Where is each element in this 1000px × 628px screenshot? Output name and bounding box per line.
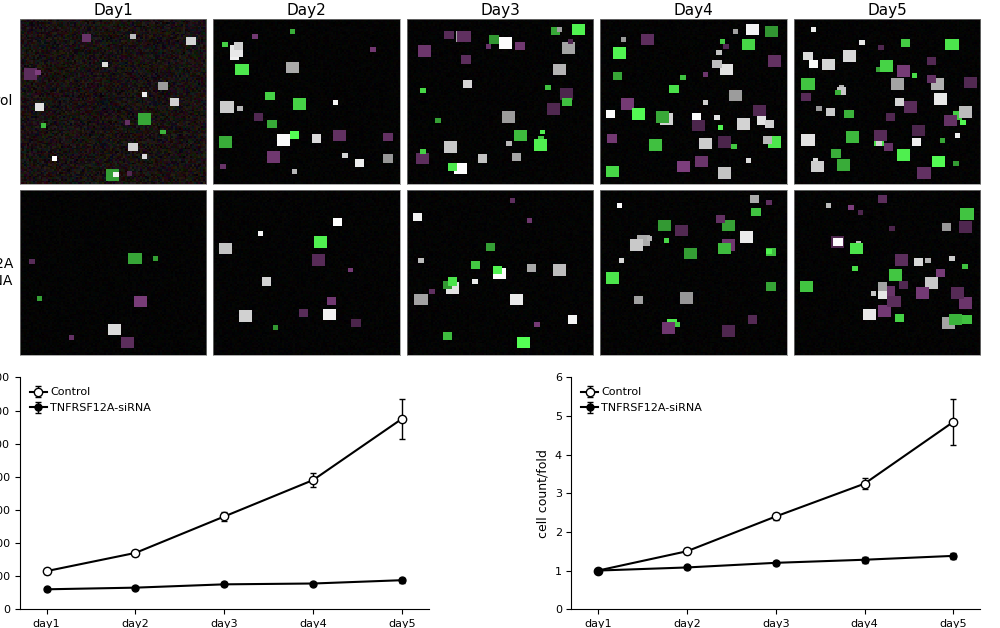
Title: Day2: Day2 [287, 3, 326, 18]
Title: Day5: Day5 [867, 3, 907, 18]
Legend: Control, TNFRSF12A-siRNA: Control, TNFRSF12A-siRNA [577, 383, 707, 418]
Title: Day3: Day3 [480, 3, 520, 18]
Y-axis label: Control: Control [0, 94, 13, 108]
Y-axis label: cell count/fold: cell count/fold [536, 449, 549, 538]
Title: Day1: Day1 [93, 3, 133, 18]
Y-axis label: TNFRSF12A
-siRNA: TNFRSF12A -siRNA [0, 257, 13, 288]
Legend: Control, TNFRSF12A-siRNA: Control, TNFRSF12A-siRNA [26, 383, 155, 418]
Title: Day4: Day4 [674, 3, 713, 18]
